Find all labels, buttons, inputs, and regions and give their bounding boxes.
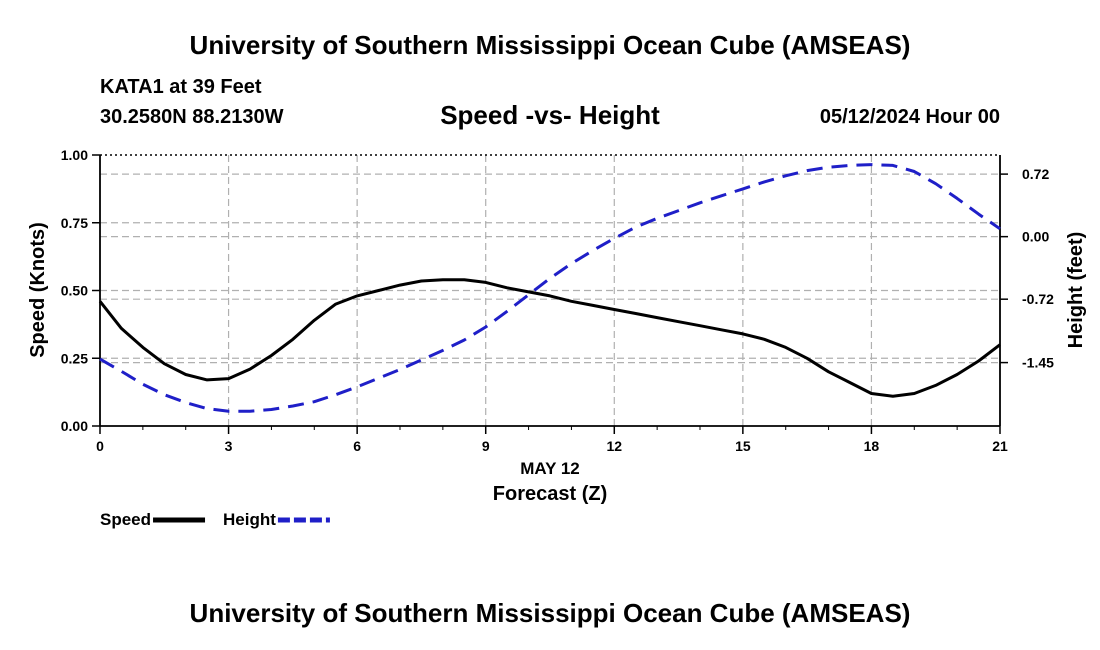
x-tick-label: 9 <box>482 438 490 454</box>
y-tick-label: 0.25 <box>61 350 88 366</box>
series-lines <box>98 163 1001 413</box>
page-title: University of Southern Mississippi Ocean… <box>189 30 911 60</box>
x-tick-label: 21 <box>992 438 1008 454</box>
x-tick-label: 12 <box>606 438 622 454</box>
x-axis-date-label: MAY 12 <box>520 459 580 478</box>
y2-tick-label: 0.00 <box>1022 229 1049 245</box>
y2-tick-label: -0.72 <box>1022 291 1054 307</box>
y-tick-label: 0.75 <box>61 215 88 231</box>
station-coordinates: 30.2580N 88.2130W <box>100 106 284 128</box>
grid <box>100 155 1000 426</box>
y-tick-label: 0.50 <box>61 283 88 299</box>
legend-label-height: Height <box>223 510 276 529</box>
chart-title: Speed -vs- Height <box>440 100 660 130</box>
x-tick-label: 6 <box>353 438 361 454</box>
y2-axis-label: Height (feet) <box>1065 232 1087 349</box>
x-tick-label: 3 <box>225 438 233 454</box>
x-tick-label: 0 <box>96 438 104 454</box>
height-series-line <box>99 163 1001 413</box>
y2-tick-label: 0.72 <box>1022 166 1049 182</box>
x-tick-label: 18 <box>864 438 880 454</box>
y2-tick-label: -1.45 <box>1022 355 1054 371</box>
legend: Speed Height <box>100 510 330 529</box>
footer-title: University of Southern Mississippi Ocean… <box>189 598 911 628</box>
x-axis-label: Forecast (Z) <box>493 483 607 505</box>
axes: 0 3 6 9 12 15 18 21 0.00 0.25 0.50 0.75 1.00 0.72 0.00… <box>61 147 1054 454</box>
speed-series-line <box>98 278 1001 398</box>
legend-label-speed: Speed <box>100 510 151 529</box>
forecast-datetime: 05/12/2024 Hour 00 <box>819 106 1000 128</box>
y-tick-label: 0.00 <box>61 418 88 434</box>
station-label: KATA1 at 39 Feet <box>100 76 262 98</box>
x-tick-label: 15 <box>735 438 751 454</box>
y-tick-label: 1.00 <box>61 147 88 163</box>
y-axis-label: Speed (Knots) <box>27 222 49 358</box>
axis-labels: MAY 12 Forecast (Z) Speed (Knots) Height… <box>27 222 1087 505</box>
